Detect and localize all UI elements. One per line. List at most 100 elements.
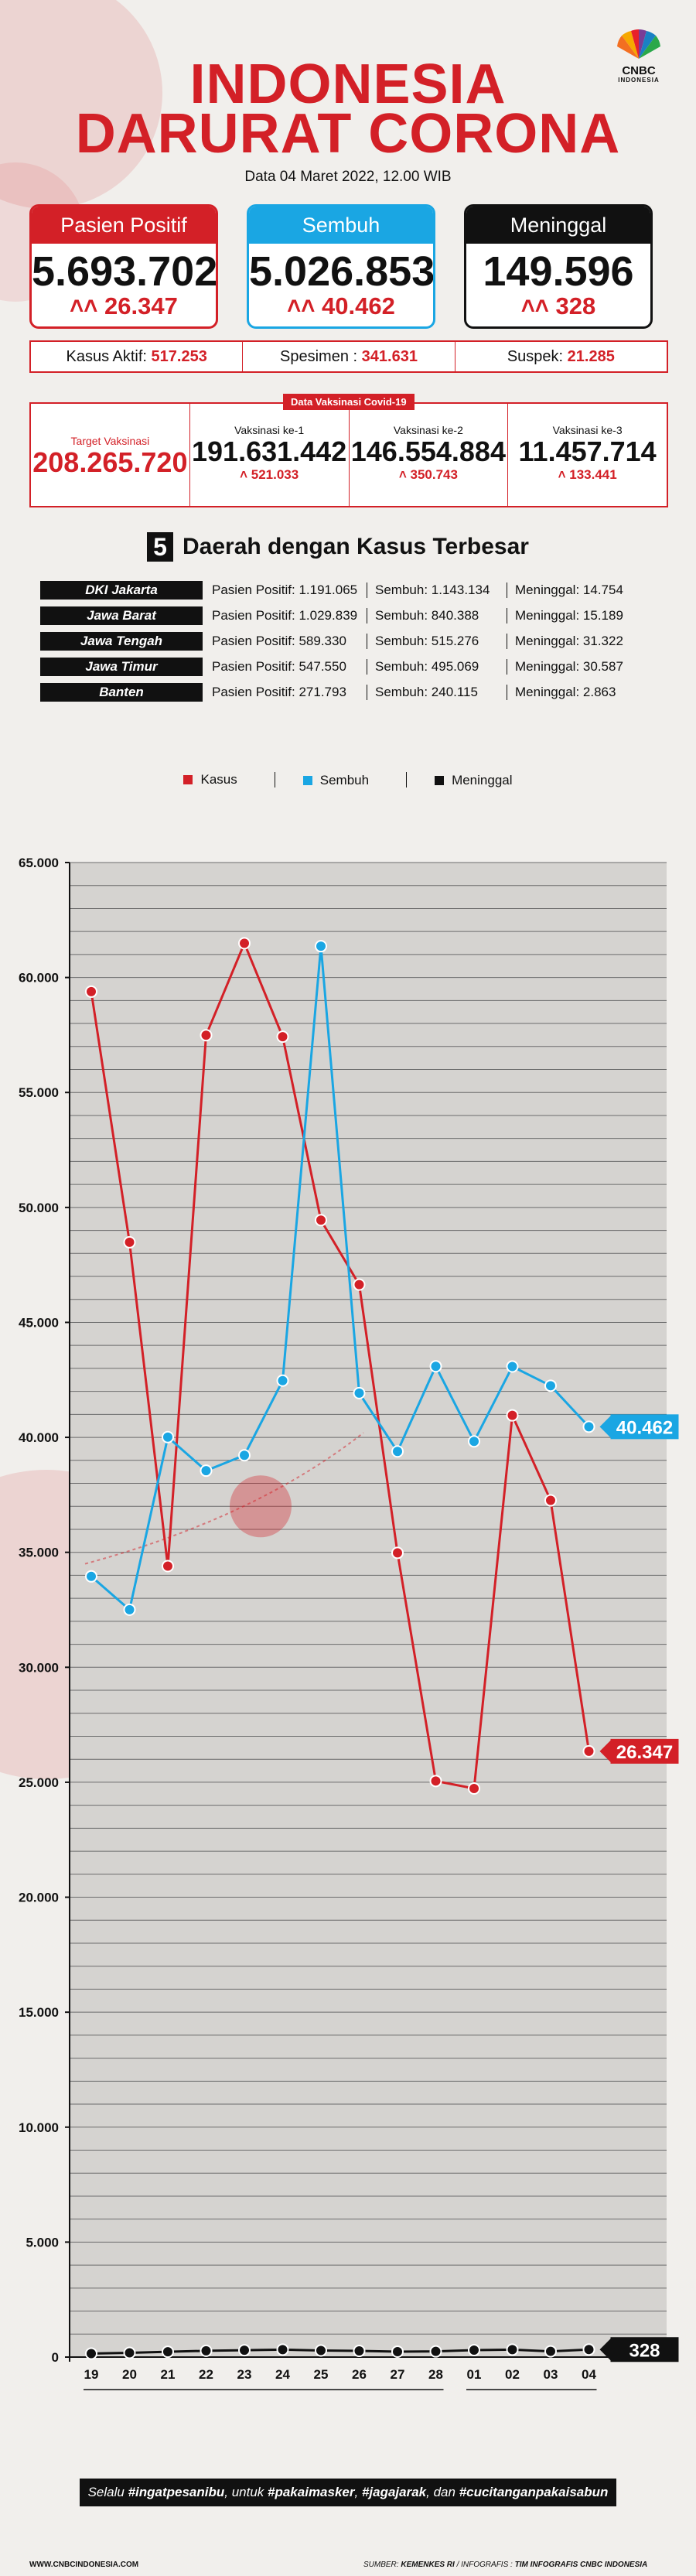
x-tick-label: 21 (161, 2367, 176, 2382)
vax-value: 11.457.714 (518, 436, 657, 467)
summary-kasus-aktif: Kasus Aktif: 517.253 (31, 342, 244, 371)
y-tick-label: 15.000 (19, 2005, 59, 2020)
province-name: Jawa Timur (40, 658, 203, 676)
end-label-kasus: 26.347 (616, 1742, 673, 1763)
y-tick-label: 65.000 (19, 856, 59, 870)
data-point-meninggal (85, 2347, 97, 2360)
data-point-kasus (506, 1409, 519, 1422)
summary-value: 517.253 (151, 348, 207, 365)
x-tick-label: 26 (352, 2367, 367, 2382)
card-positif-delta: ˄˄ 26.347 (32, 293, 216, 319)
x-tick-label: 02 (505, 2367, 520, 2382)
hashtag-text: , untuk (224, 2485, 268, 2499)
province-positif: Pasien Positif: 1.191.065 (212, 583, 367, 598)
vax-target-label: Target Vaksinasi (70, 435, 150, 447)
vax-target: Target Vaksinasi 208.265.720 (31, 404, 190, 506)
positif-value: 1.191.065 (299, 583, 358, 597)
end-label-pointer (599, 1416, 611, 1438)
legend-meninggal: Meninggal (406, 772, 513, 788)
data-point-kasus (353, 1278, 366, 1291)
card-meninggal: Meninggal 149.596 ˄˄ 328 (464, 204, 653, 329)
positif-label: Pasien Positif: (212, 659, 295, 674)
province-meninggal: Meninggal: 30.587 (507, 659, 623, 675)
title-line1: INDONESIA (189, 53, 507, 115)
data-point-kasus (391, 1546, 404, 1560)
footer-source: KEMENKES RI (401, 2561, 455, 2569)
x-tick-label: 19 (84, 2367, 99, 2382)
data-point-sembuh (238, 1449, 251, 1462)
hashtag-banner: Selalu #ingatpesanibu, untuk #pakaimaske… (80, 2479, 616, 2506)
double-chevron-up-icon: ˄˄ (520, 292, 549, 319)
card-sembuh-label: Sembuh (249, 207, 433, 244)
delta-value: 328 (555, 292, 596, 319)
vax-dose-2: Vaksinasi ke-2 146.554.884 ˄ 350.743 (350, 404, 509, 506)
province-positif: Pasien Positif: 547.550 (212, 659, 367, 675)
data-point-sembuh (429, 1360, 442, 1373)
sembuh-value: 515.276 (431, 634, 479, 648)
vax-delta: ˄ 521.033 (190, 467, 349, 483)
positif-label: Pasien Positif: (212, 685, 295, 699)
data-point-meninggal (544, 2345, 557, 2358)
data-point-kasus (85, 985, 97, 998)
sembuh-label: Sembuh: (375, 685, 428, 699)
data-point-kasus (544, 1494, 557, 1507)
province-positif: Pasien Positif: 589.330 (212, 634, 367, 649)
data-point-kasus (315, 1214, 327, 1227)
hashtag-text: , dan (426, 2485, 459, 2499)
end-label-pointer (599, 1740, 611, 1762)
footer-source-label: SUMBER: (363, 2561, 399, 2569)
vax-delta-value: 521.033 (251, 467, 299, 482)
card-sembuh-value: 5.026.853 (249, 248, 435, 295)
vax-label: Vaksinasi ke-3 (552, 424, 623, 436)
province-meninggal: Meninggal: 31.322 (507, 634, 623, 649)
title-line2: DARURAT CORONA (75, 103, 621, 165)
data-point-meninggal (506, 2343, 519, 2356)
province-sembuh: Sembuh: 515.276 (367, 634, 507, 649)
province-name: Banten (40, 683, 203, 702)
summary-label: Spesimen : (280, 348, 358, 365)
data-point-sembuh (200, 1464, 213, 1478)
province-row: Jawa Tengah Pasien Positif: 589.330 Sembuh… (40, 631, 674, 651)
x-tick-label: 03 (544, 2367, 558, 2382)
vax-label: Vaksinasi ke-1 (234, 424, 305, 436)
vax-delta: ˄ 133.441 (508, 467, 667, 483)
footer-credits: SUMBER: KEMENKES RI / INFOGRAFIS : TIM I… (363, 2561, 647, 2569)
data-point-kasus (429, 1775, 442, 1788)
province-sembuh: Sembuh: 840.388 (367, 608, 507, 624)
series-line-kasus (90, 940, 590, 1790)
legend-swatch (435, 776, 445, 785)
vax-delta: ˄ 350.743 (350, 467, 508, 483)
province-row: DKI Jakarta Pasien Positif: 1.191.065 Semb… (40, 580, 674, 600)
positif-value: 547.550 (299, 659, 346, 674)
double-chevron-up-icon: ˄˄ (70, 292, 98, 319)
province-meninggal: Meninggal: 15.189 (507, 608, 623, 624)
data-point-meninggal (468, 2344, 480, 2357)
top5-title: Daerah dengan Kasus Terbesar (183, 534, 529, 559)
y-tick-label: 50.000 (19, 1201, 59, 1215)
data-point-kasus (162, 1560, 174, 1573)
data-point-kasus (468, 1782, 480, 1795)
vax-dose-1: Vaksinasi ke-1 191.631.442 ˄ 521.033 (190, 404, 350, 506)
data-point-sembuh (391, 1445, 404, 1458)
summary-label: Kasus Aktif: (66, 348, 147, 365)
sembuh-label: Sembuh: (375, 608, 428, 623)
y-tick-label: 0 (52, 2350, 59, 2365)
x-tick-label: 24 (275, 2367, 290, 2382)
data-point-meninggal (123, 2346, 136, 2359)
vax-value: 191.631.442 (192, 436, 347, 467)
card-meninggal-delta: ˄˄ 328 (466, 293, 650, 319)
y-tick-label: 35.000 (19, 1546, 59, 1560)
positif-value: 271.793 (299, 685, 346, 699)
data-point-meninggal (429, 2345, 442, 2358)
hashtag: #pakaimasker (268, 2485, 355, 2499)
province-name: Jawa Barat (40, 606, 203, 625)
footer-credit-label: / INFOGRAFIS : (456, 2561, 513, 2569)
card-meninggal-value: 149.596 (483, 248, 634, 295)
delta-value: 40.462 (322, 292, 395, 319)
vax-delta-value: 350.743 (410, 467, 458, 482)
meninggal-label: Meninggal: (515, 659, 580, 674)
vaccination-tag: Data Vaksinasi Covid-19 (283, 394, 415, 410)
positif-label: Pasien Positif: (212, 634, 295, 648)
legend-swatch (302, 776, 312, 785)
sembuh-value: 240.115 (431, 685, 478, 699)
